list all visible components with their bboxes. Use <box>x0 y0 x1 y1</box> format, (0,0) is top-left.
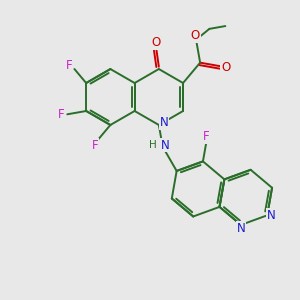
Text: N: N <box>266 209 275 222</box>
Text: F: F <box>66 59 72 72</box>
Text: N: N <box>160 116 169 129</box>
Text: F: F <box>203 130 209 143</box>
Text: O: O <box>221 61 230 74</box>
Text: H: H <box>149 140 157 150</box>
Text: O: O <box>191 29 200 42</box>
Text: N: N <box>160 139 169 152</box>
Text: N: N <box>237 222 245 235</box>
Text: O: O <box>152 36 161 49</box>
Text: F: F <box>58 108 64 121</box>
Text: F: F <box>92 139 98 152</box>
